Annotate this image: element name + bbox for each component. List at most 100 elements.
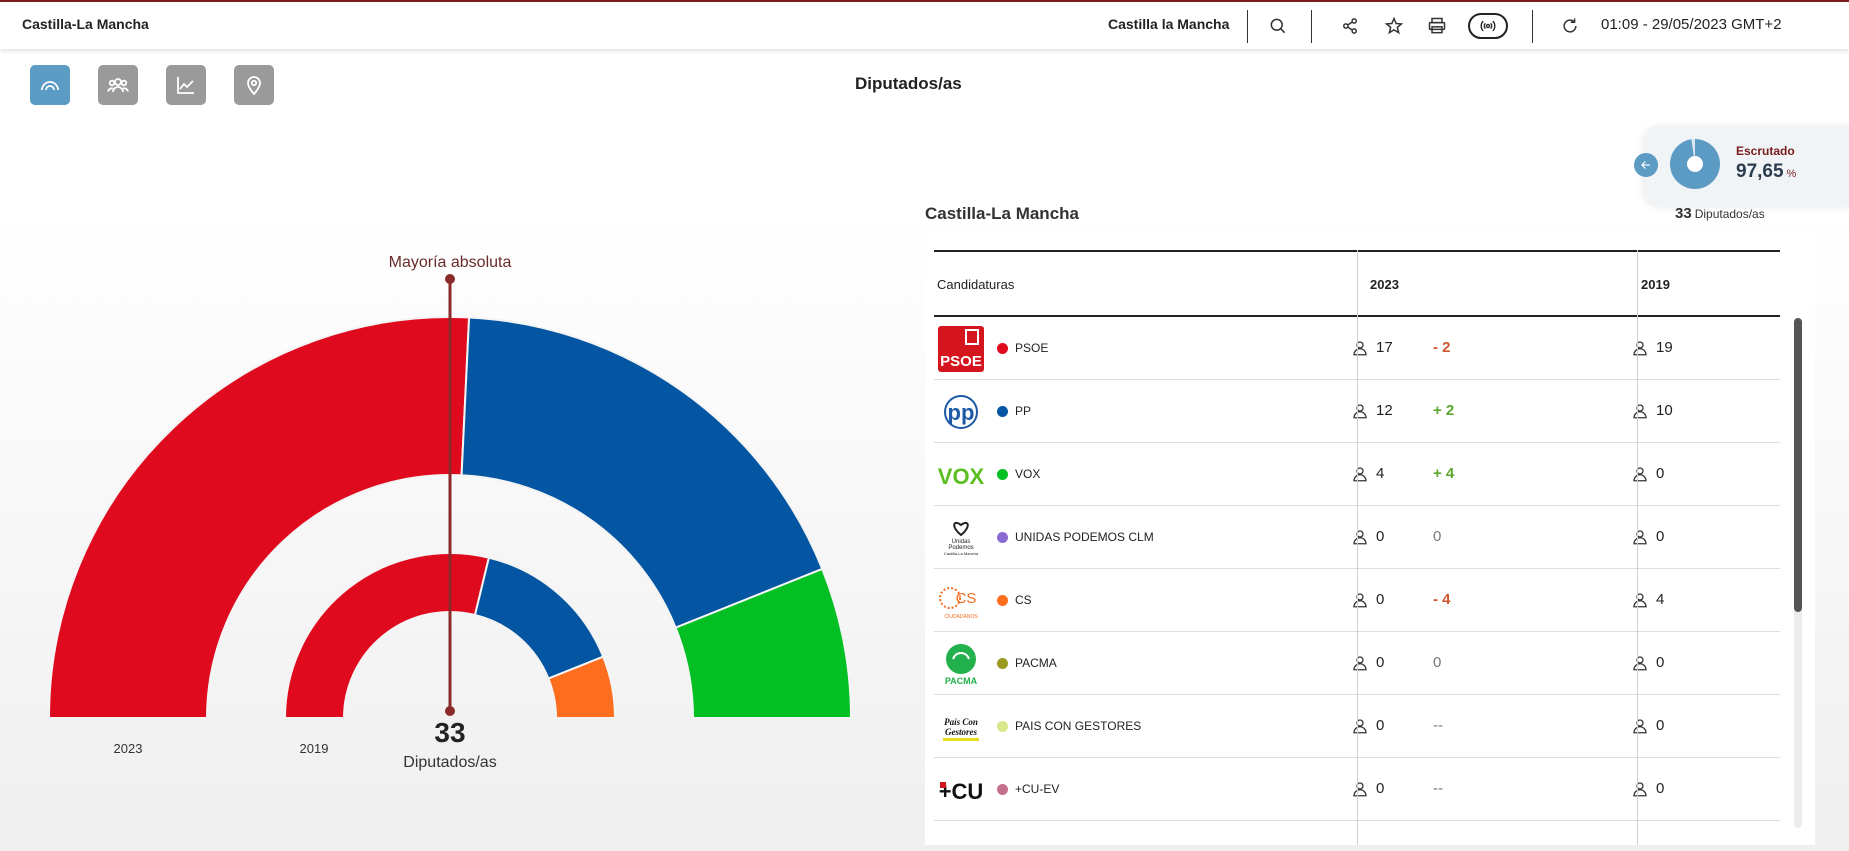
user-icon <box>1351 339 1369 357</box>
seats-2019: 0 <box>1656 465 1665 482</box>
party-color-dot <box>997 469 1008 480</box>
majority-marker-top <box>445 274 455 284</box>
print-icon[interactable] <box>1425 14 1449 38</box>
seat-segment-2023-psoe[interactable] <box>47 316 471 719</box>
header-divider <box>1532 10 1533 43</box>
party-name: PACMA <box>1015 656 1057 670</box>
user-icon <box>1631 465 1649 483</box>
candidates-view-button[interactable] <box>98 65 138 105</box>
seat-difference: + 2 <box>1433 402 1455 419</box>
seat-difference: - 4 <box>1433 591 1451 608</box>
brand-title[interactable]: Castilla-La Mancha <box>22 16 149 32</box>
header-candidaturas[interactable]: Candidaturas <box>937 277 1015 292</box>
user-icon <box>1631 528 1649 546</box>
search-icon[interactable] <box>1266 14 1290 38</box>
party-logo: PSOE <box>937 325 985 373</box>
collapse-button[interactable] <box>1634 153 1658 177</box>
party-logo: Unidas Podemos Castilla-La Mancha <box>937 514 985 562</box>
seats-2023: 0 <box>1376 780 1385 797</box>
user-icon <box>1631 717 1649 735</box>
evolution-view-button[interactable] <box>166 65 206 105</box>
line-chart-icon <box>177 77 194 94</box>
user-icon <box>1631 339 1649 357</box>
arrow-left-icon <box>1641 161 1651 169</box>
live-radio-icon[interactable] <box>1468 13 1508 39</box>
star-icon[interactable] <box>1382 14 1406 38</box>
seats-2019: 0 <box>1656 654 1665 671</box>
seat-segment-2019-psoe[interactable] <box>283 552 491 719</box>
seats-2019: 19 <box>1656 339 1673 356</box>
share-icon[interactable] <box>1338 14 1362 38</box>
seats-2019: 0 <box>1656 528 1665 545</box>
user-icon <box>1351 465 1369 483</box>
header-2023[interactable]: 2023 <box>1370 277 1399 292</box>
party-color-dot <box>997 721 1008 732</box>
party-color-dot <box>997 784 1008 795</box>
seat-difference: + 4 <box>1433 465 1455 482</box>
escrutado-label: Escrutado <box>1736 144 1795 158</box>
svg-text:Unidas: Unidas <box>952 539 971 545</box>
party-name: UNIDAS PODEMOS CLM <box>1015 530 1154 544</box>
top-bar: Castilla-La Mancha Castilla la Mancha 01… <box>0 0 1849 49</box>
seat-difference: -- <box>1433 780 1443 797</box>
party-logo: pp <box>937 388 985 436</box>
hemicycle-chart: Mayoría absoluta 33 Diputados/as 2023 20… <box>47 254 853 771</box>
svg-text:pp: pp <box>948 400 975 425</box>
user-icon <box>1351 654 1369 672</box>
party-logo: PACMA <box>937 640 985 688</box>
header-divider <box>1247 10 1248 43</box>
results-table-card: Candidaturas 2023 2019 PSOE PSOE 17 - 2 19 pp… <box>925 233 1815 845</box>
user-icon <box>1351 402 1369 420</box>
seats-2023: 0 <box>1376 591 1385 608</box>
user-icon <box>1631 591 1649 609</box>
svg-text:Podemos: Podemos <box>948 545 973 551</box>
party-name: +CU-EV <box>1015 782 1060 796</box>
user-icon <box>1351 591 1369 609</box>
ring-label-2023: 2023 <box>114 741 143 756</box>
seats-2023: 12 <box>1376 402 1393 419</box>
svg-text:VOX: VOX <box>938 464 985 489</box>
svg-text:CIUDADANOS: CIUDADANOS <box>944 614 978 620</box>
header-divider <box>1311 10 1312 43</box>
user-icon <box>1631 402 1649 420</box>
hemicycle-view-button[interactable] <box>30 65 70 105</box>
seat-segment-2019-pp[interactable] <box>473 556 605 680</box>
escrutado-progress-pie <box>1670 139 1720 189</box>
seats-2023: 0 <box>1376 717 1385 734</box>
party-logo: +CU <box>937 766 985 814</box>
party-color-dot <box>997 406 1008 417</box>
seats-2019: 4 <box>1656 591 1665 608</box>
seats-2019: 10 <box>1656 402 1673 419</box>
user-icon <box>1631 654 1649 672</box>
party-color-dot <box>997 595 1008 606</box>
seats-2019: 0 <box>1656 780 1665 797</box>
region-title: Castilla-La Mancha <box>925 204 1079 223</box>
map-pin-icon <box>247 76 261 96</box>
user-icon <box>1351 717 1369 735</box>
scrollbar-thumb[interactable] <box>1794 318 1802 612</box>
svg-text:Gestores: Gestores <box>945 727 977 737</box>
user-icon <box>1631 780 1649 798</box>
column-divider <box>1637 250 1638 845</box>
party-name: PP <box>1015 404 1032 418</box>
map-view-button[interactable] <box>234 65 274 105</box>
seat-difference: 0 <box>1433 528 1442 545</box>
region-selector[interactable]: Castilla la Mancha <box>1108 16 1230 32</box>
timestamp: 01:09 - 29/05/2023 GMT+2 <box>1601 16 1782 33</box>
party-color-dot <box>997 658 1008 669</box>
header-2019[interactable]: 2019 <box>1641 277 1670 292</box>
ring-label-2019: 2019 <box>300 741 329 756</box>
seat-difference: -- <box>1433 717 1443 734</box>
seat-difference: - 2 <box>1433 339 1451 356</box>
seats-2019: 0 <box>1656 717 1665 734</box>
seats-2023: 0 <box>1376 528 1385 545</box>
page-title: Diputados/as <box>855 74 962 93</box>
svg-text:PSOE: PSOE <box>940 353 982 370</box>
total-seats: 33 <box>434 717 465 748</box>
seat-segment-2019-cs[interactable] <box>547 655 617 719</box>
svg-text:Castilla-La Mancha: Castilla-La Mancha <box>944 551 979 556</box>
svg-text:+CU: +CU <box>939 779 984 804</box>
seat-segment-2023-pp[interactable] <box>460 316 824 629</box>
seat-segment-2023-vox[interactable] <box>674 567 853 719</box>
refresh-icon[interactable] <box>1558 14 1582 38</box>
